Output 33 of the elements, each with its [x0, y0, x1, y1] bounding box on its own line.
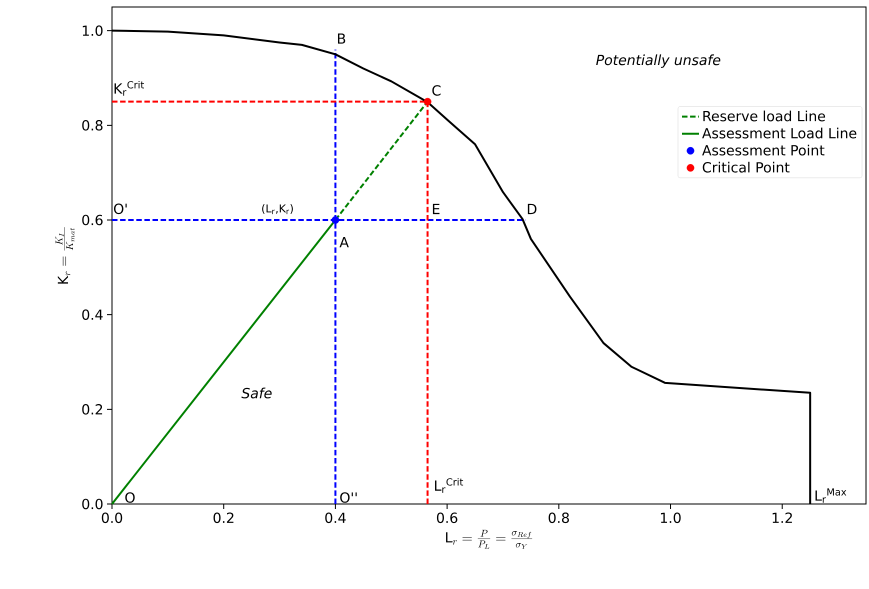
- x-tick-label: 0.2: [214, 512, 234, 524]
- legend-label: Assessment Load Line: [702, 128, 856, 138]
- y-tick-label: 0.2: [82, 404, 102, 415]
- annotation: Potentially unsafe: [596, 54, 720, 68]
- annotation: K$_{r}$Crit: [114, 80, 144, 96]
- y-tick-label: 0.4: [82, 309, 103, 320]
- annotation: L$_{r}$Max: [816, 488, 846, 503]
- legend-label: Critical Point: [702, 162, 790, 173]
- annotation: L$_{r}$Crit: [435, 478, 464, 493]
- legend-label: Reserve load Line: [703, 110, 826, 122]
- annotation: C: [432, 85, 441, 96]
- annotation: Safe: [241, 388, 272, 398]
- annotation: E: [432, 204, 440, 214]
- annotation: O'': [340, 492, 357, 503]
- y-tick-label: 0.0: [82, 498, 103, 510]
- annotation: (L$_{r}$,K$_{r}$): [262, 204, 293, 214]
- annotation: D: [528, 204, 536, 214]
- x-tick-label: 0.0: [102, 512, 122, 524]
- annotation: O: [125, 492, 135, 503]
- y-axis-title: $\mathrm{K}_r = \frac{K_I}{K_{mat}}$: [56, 227, 75, 284]
- x-tick-label: 0.4: [325, 512, 346, 524]
- annotation: B: [338, 33, 346, 44]
- y-tick-label: 0.6: [82, 214, 103, 226]
- annotation: O': [114, 204, 127, 214]
- x-tick-label: 0.6: [436, 512, 458, 524]
- x-axis-title: $\mathrm{L}_r = \frac{P}{P_L} = \frac{\sigma_{Ref}}{\sigma_Y}$: [446, 530, 532, 549]
- y-tick-label: 1.0: [82, 25, 103, 36]
- y-tick-label: 0.8: [82, 120, 103, 131]
- x-tick-label: 0.8: [548, 512, 569, 524]
- annotation: A: [340, 237, 349, 248]
- x-tick-label: 1.0: [660, 512, 681, 524]
- x-tick-label: 1.2: [772, 512, 792, 523]
- legend-label: Assessment Point: [702, 144, 824, 156]
